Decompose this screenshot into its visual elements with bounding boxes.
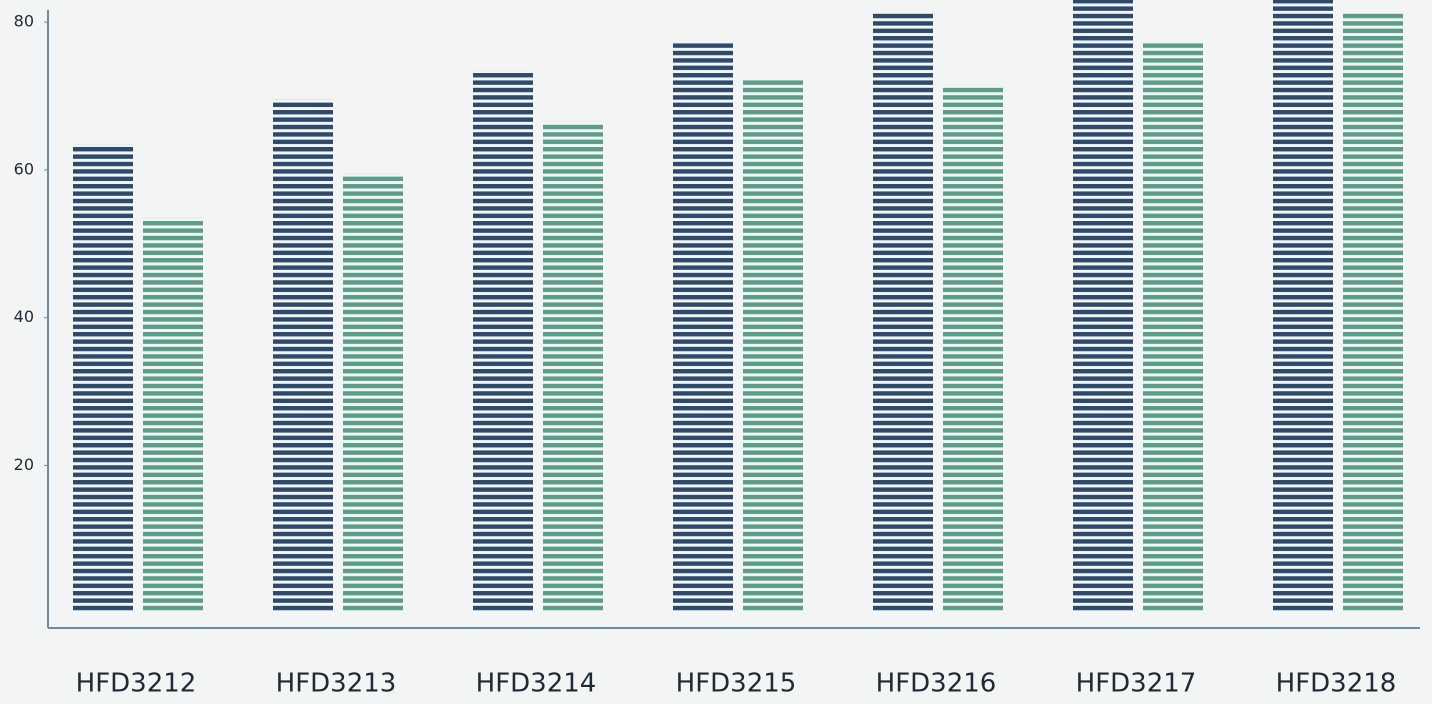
y-tick-label: 20 bbox=[14, 455, 34, 474]
x-tick-label: HFD3215 bbox=[676, 669, 797, 699]
bar bbox=[543, 121, 603, 612]
x-tick-label: HFD3217 bbox=[1076, 669, 1197, 699]
bar bbox=[943, 84, 1003, 612]
bar bbox=[143, 217, 203, 612]
bar bbox=[1073, 0, 1133, 612]
bar bbox=[1273, 0, 1333, 612]
bar bbox=[1143, 40, 1203, 612]
bar bbox=[743, 77, 803, 612]
x-tick-label: HFD3218 bbox=[1276, 669, 1397, 699]
y-tick-label: 60 bbox=[14, 159, 34, 178]
y-tick-label: 80 bbox=[14, 12, 34, 31]
bar bbox=[873, 11, 933, 612]
x-tick-label: HFD3213 bbox=[276, 669, 397, 699]
bar bbox=[273, 99, 333, 612]
bar bbox=[473, 70, 533, 612]
bar bbox=[1343, 11, 1403, 612]
y-tick-label: 40 bbox=[14, 307, 34, 326]
x-tick-label: HFD3212 bbox=[76, 669, 197, 699]
bar bbox=[73, 144, 133, 612]
x-tick-label: HFD3214 bbox=[476, 669, 597, 699]
bar bbox=[343, 173, 403, 612]
bar bbox=[673, 40, 733, 612]
x-tick-label: HFD3216 bbox=[876, 669, 997, 699]
